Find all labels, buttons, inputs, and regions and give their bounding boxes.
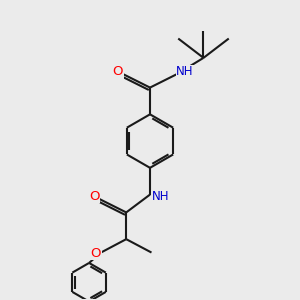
- Text: NH: NH: [176, 65, 194, 78]
- Text: O: O: [89, 190, 99, 202]
- Text: O: O: [112, 65, 123, 78]
- Text: NH: NH: [152, 190, 169, 203]
- Text: O: O: [91, 247, 101, 260]
